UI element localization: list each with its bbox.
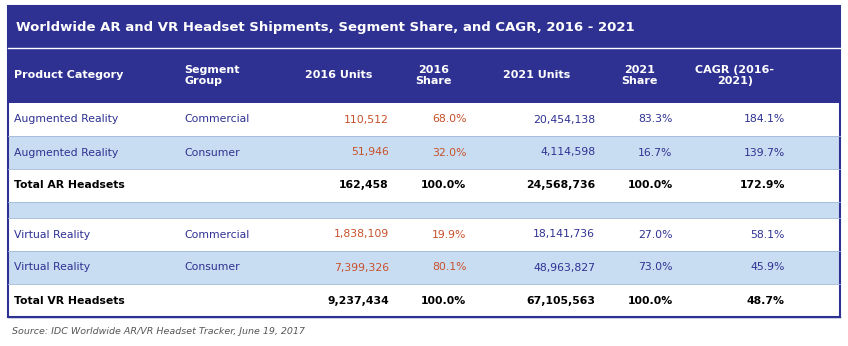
Bar	[8, 103, 840, 136]
Text: 1,838,109: 1,838,109	[333, 229, 389, 239]
Text: 2016
Share: 2016 Share	[416, 65, 452, 86]
Text: Virtual Reality: Virtual Reality	[14, 263, 90, 273]
Text: 83.3%: 83.3%	[639, 115, 672, 125]
Text: Worldwide AR and VR Headset Shipments, Segment Share, and CAGR, 2016 - 2021: Worldwide AR and VR Headset Shipments, S…	[16, 20, 634, 34]
Text: Augmented Reality: Augmented Reality	[14, 115, 118, 125]
Bar	[8, 48, 840, 103]
Bar	[8, 6, 840, 48]
Text: 100.0%: 100.0%	[421, 181, 466, 191]
Text: 100.0%: 100.0%	[628, 295, 672, 306]
Text: 2021
Share: 2021 Share	[622, 65, 658, 86]
Text: 20,454,138: 20,454,138	[533, 115, 595, 125]
Bar	[8, 251, 840, 284]
Text: 67,105,563: 67,105,563	[527, 295, 595, 306]
Text: 16.7%: 16.7%	[639, 147, 672, 157]
Text: 2021 Units: 2021 Units	[503, 71, 571, 81]
Bar	[8, 6, 840, 317]
Text: 32.0%: 32.0%	[432, 147, 466, 157]
Bar	[8, 169, 840, 202]
Text: Commercial: Commercial	[185, 229, 250, 239]
Text: 9,237,434: 9,237,434	[327, 295, 389, 306]
Text: 48.7%: 48.7%	[747, 295, 785, 306]
Text: Consumer: Consumer	[185, 147, 240, 157]
Text: 48,963,827: 48,963,827	[533, 263, 595, 273]
Text: 110,512: 110,512	[344, 115, 389, 125]
Text: 100.0%: 100.0%	[628, 181, 672, 191]
Text: Total AR Headsets: Total AR Headsets	[14, 181, 125, 191]
Text: Virtual Reality: Virtual Reality	[14, 229, 90, 239]
Bar	[8, 284, 840, 317]
Text: Consumer: Consumer	[185, 263, 240, 273]
Text: 51,946: 51,946	[351, 147, 389, 157]
Text: 58.1%: 58.1%	[750, 229, 785, 239]
Bar	[8, 218, 840, 251]
Text: 18,141,736: 18,141,736	[533, 229, 595, 239]
Text: Product Category: Product Category	[14, 71, 123, 81]
Text: CAGR (2016-
2021): CAGR (2016- 2021)	[695, 65, 774, 86]
Text: 19.9%: 19.9%	[432, 229, 466, 239]
Bar	[8, 202, 840, 218]
Text: 100.0%: 100.0%	[421, 295, 466, 306]
Bar	[8, 136, 840, 169]
Text: Segment
Group: Segment Group	[185, 65, 240, 86]
Text: 24,568,736: 24,568,736	[526, 181, 595, 191]
Text: 4,114,598: 4,114,598	[540, 147, 595, 157]
Text: 139.7%: 139.7%	[744, 147, 785, 157]
Text: 184.1%: 184.1%	[744, 115, 785, 125]
Text: 68.0%: 68.0%	[432, 115, 466, 125]
Text: Source: IDC Worldwide AR/VR Headset Tracker, June 19, 2017: Source: IDC Worldwide AR/VR Headset Trac…	[12, 327, 305, 336]
Text: 73.0%: 73.0%	[638, 263, 672, 273]
Text: Augmented Reality: Augmented Reality	[14, 147, 118, 157]
Text: 27.0%: 27.0%	[638, 229, 672, 239]
Text: 80.1%: 80.1%	[432, 263, 466, 273]
Text: 162,458: 162,458	[339, 181, 389, 191]
Text: 45.9%: 45.9%	[750, 263, 785, 273]
Text: Commercial: Commercial	[185, 115, 250, 125]
Text: 2016 Units: 2016 Units	[305, 71, 372, 81]
Text: Total VR Headsets: Total VR Headsets	[14, 295, 125, 306]
Text: 172.9%: 172.9%	[739, 181, 785, 191]
Text: 7,399,326: 7,399,326	[334, 263, 389, 273]
